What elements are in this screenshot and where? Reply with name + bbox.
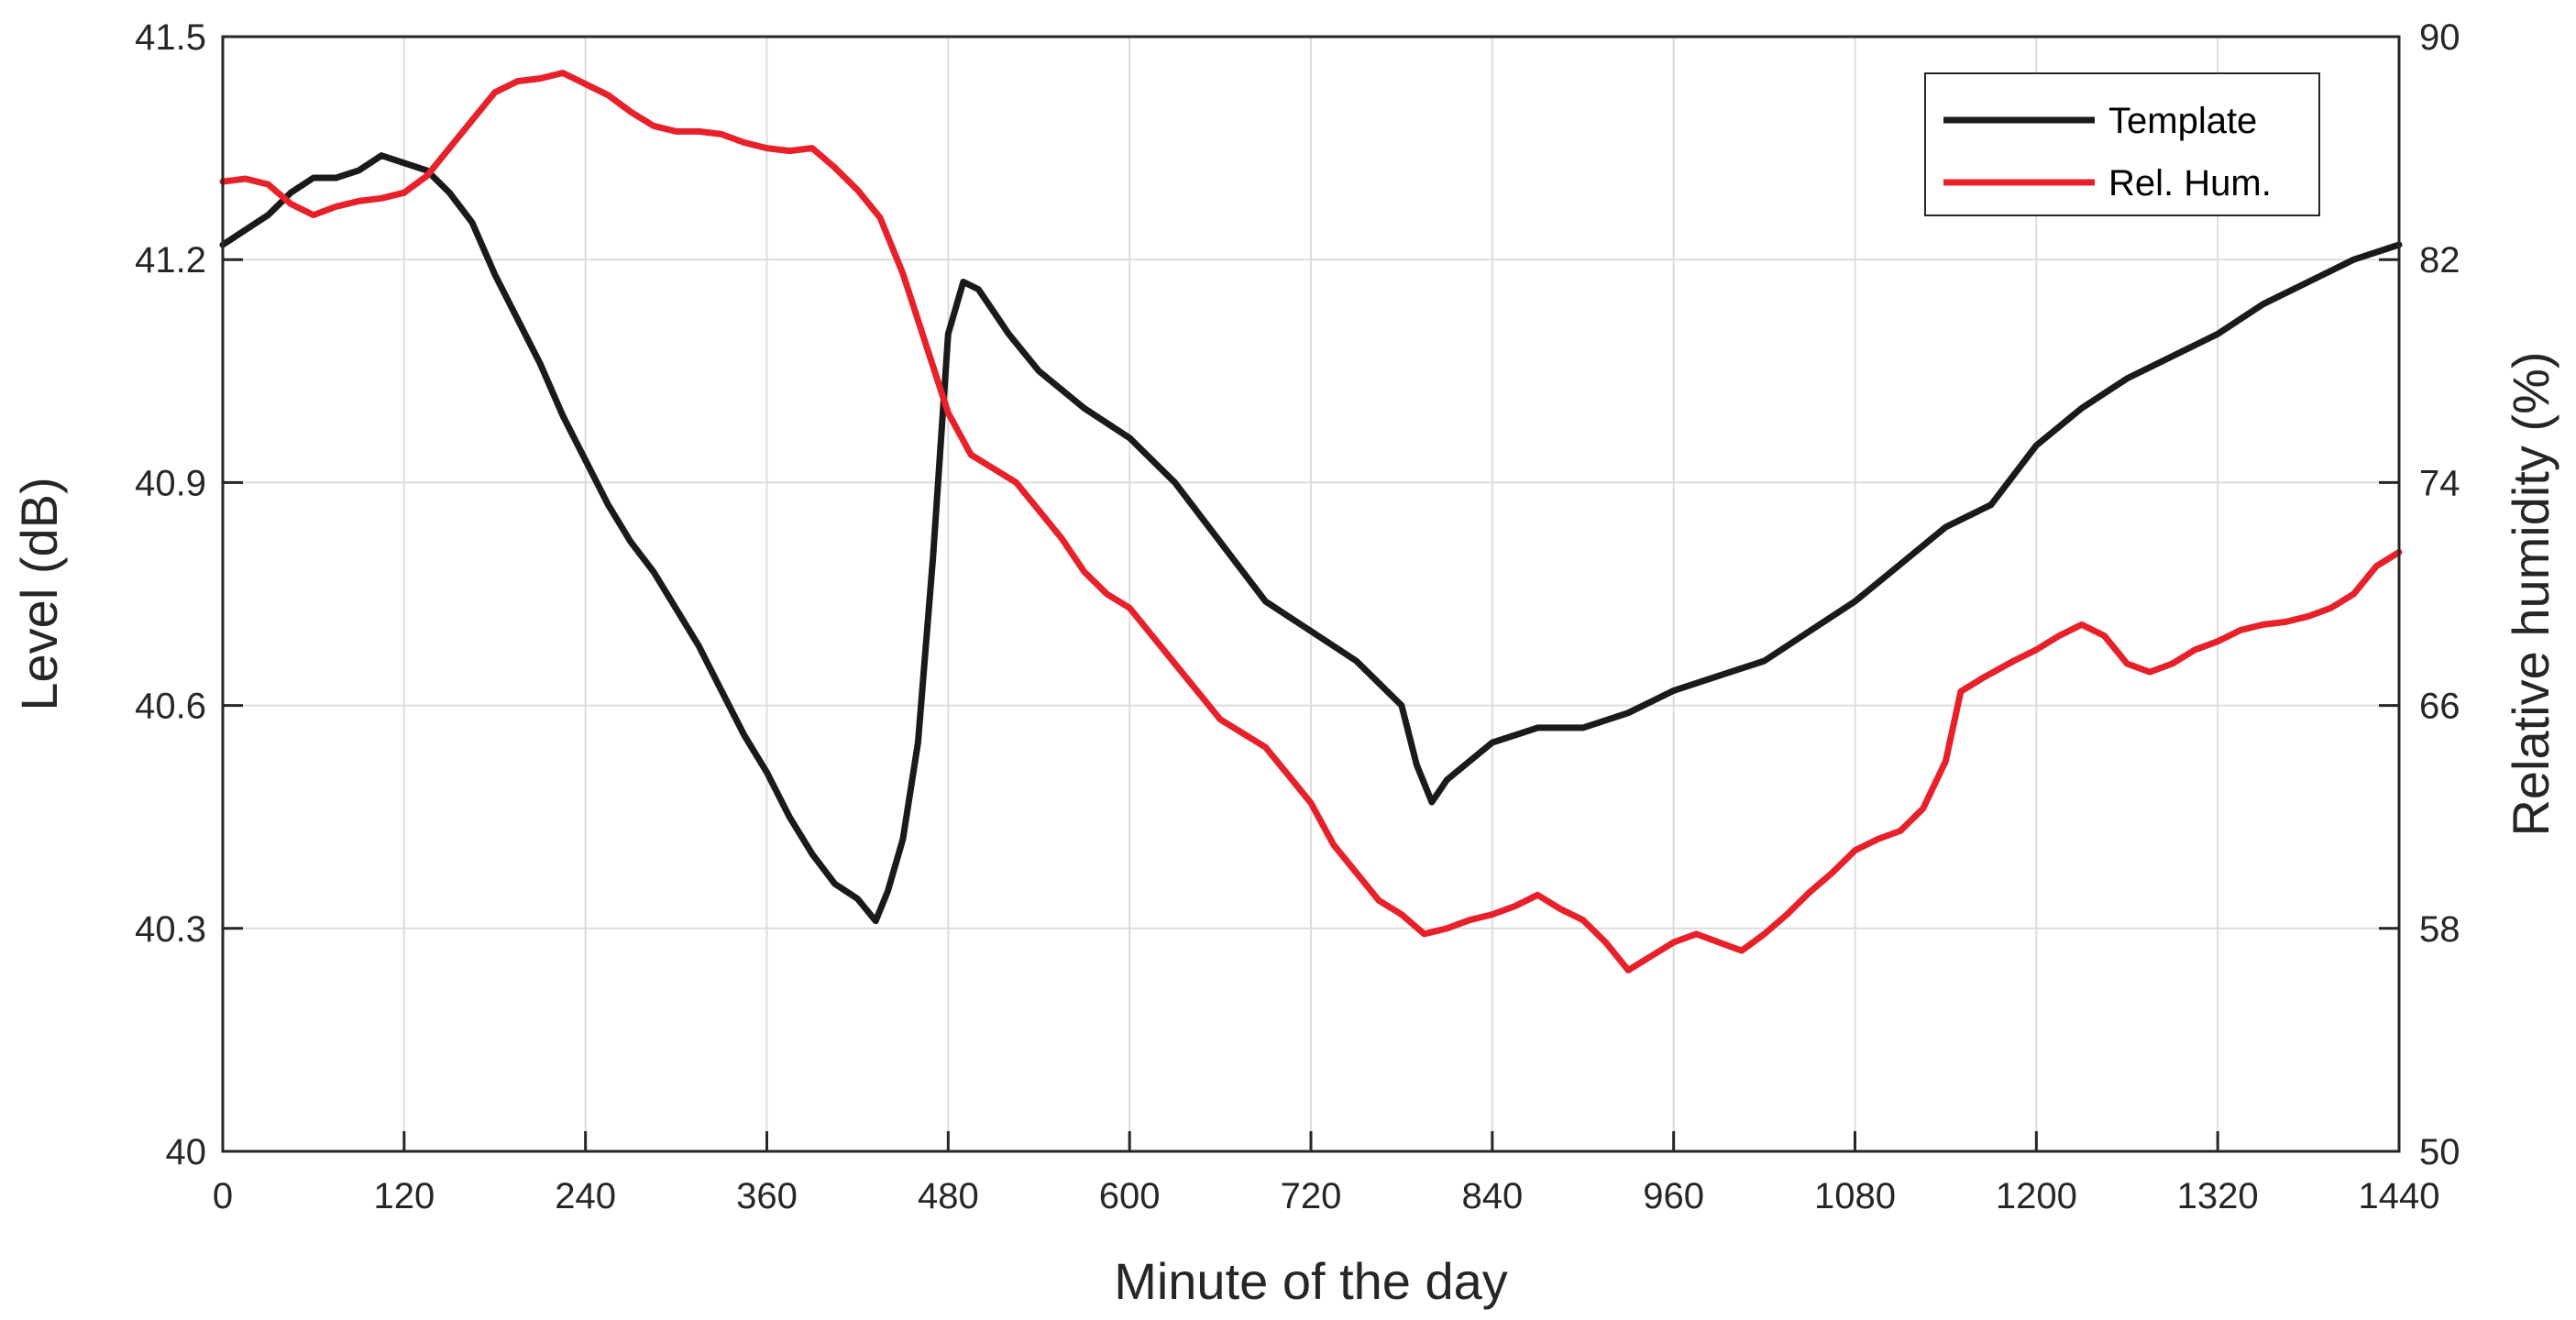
legend-label-template: Template [2108, 101, 2257, 141]
legend-label-rel-hum: Rel. Hum. [2108, 163, 2272, 204]
left-y-tick-label: 40.9 [135, 463, 206, 503]
right-y-axis-ticks: 50 58 66 74 82 90 [2379, 17, 2460, 1172]
x-tick-label: 960 [1643, 1176, 1704, 1216]
x-tick-label: 480 [918, 1176, 979, 1216]
x-tick-label: 0 [213, 1176, 233, 1216]
legend: Template Rel. Hum. [1924, 72, 2320, 216]
right-y-tick-label: 58 [2419, 909, 2460, 950]
left-y-tick-label: 41.5 [135, 17, 206, 58]
series-line-template [219, 152, 2403, 925]
x-tick-label: 1080 [1814, 1176, 1896, 1216]
left-y-tick-label: 40.6 [135, 687, 206, 727]
series-line-rel-hum [219, 70, 2403, 974]
data-series [219, 70, 2403, 974]
x-tick-label: 1320 [2177, 1176, 2259, 1216]
x-tick-label: 240 [555, 1176, 616, 1216]
x-tick-label: 1200 [1996, 1176, 2077, 1216]
right-y-tick-label: 66 [2419, 687, 2460, 727]
x-tick-label: 120 [373, 1176, 435, 1216]
left-y-tick-label: 41.2 [135, 240, 206, 280]
x-tick-label: 840 [1461, 1176, 1523, 1216]
left-y-tick-label: 40 [166, 1132, 207, 1172]
right-y-tick-label: 90 [2419, 17, 2460, 58]
legend-box [1924, 72, 2320, 216]
right-y-axis-label: Relative humidity (%) [2502, 351, 2559, 836]
right-y-tick-label: 74 [2419, 463, 2460, 503]
x-tick-label: 1440 [2359, 1176, 2440, 1216]
x-tick-label: 720 [1281, 1176, 1342, 1216]
left-y-axis-label: Level (dB) [10, 477, 68, 710]
left-y-axis-ticks: 40 40.3 40.6 40.9 41.2 41.5 [135, 17, 243, 1172]
x-axis-ticks: 0 120 240 360 480 600 720 840 960 1080 1200 1320 144… [213, 1131, 2440, 1216]
x-axis-label: Minute of the day [1114, 1252, 1508, 1310]
x-tick-label: 360 [736, 1176, 798, 1216]
x-tick-label: 600 [1099, 1176, 1161, 1216]
left-y-tick-label: 40.3 [135, 909, 206, 950]
right-y-tick-label: 82 [2419, 240, 2460, 280]
right-y-tick-label: 50 [2419, 1132, 2460, 1172]
